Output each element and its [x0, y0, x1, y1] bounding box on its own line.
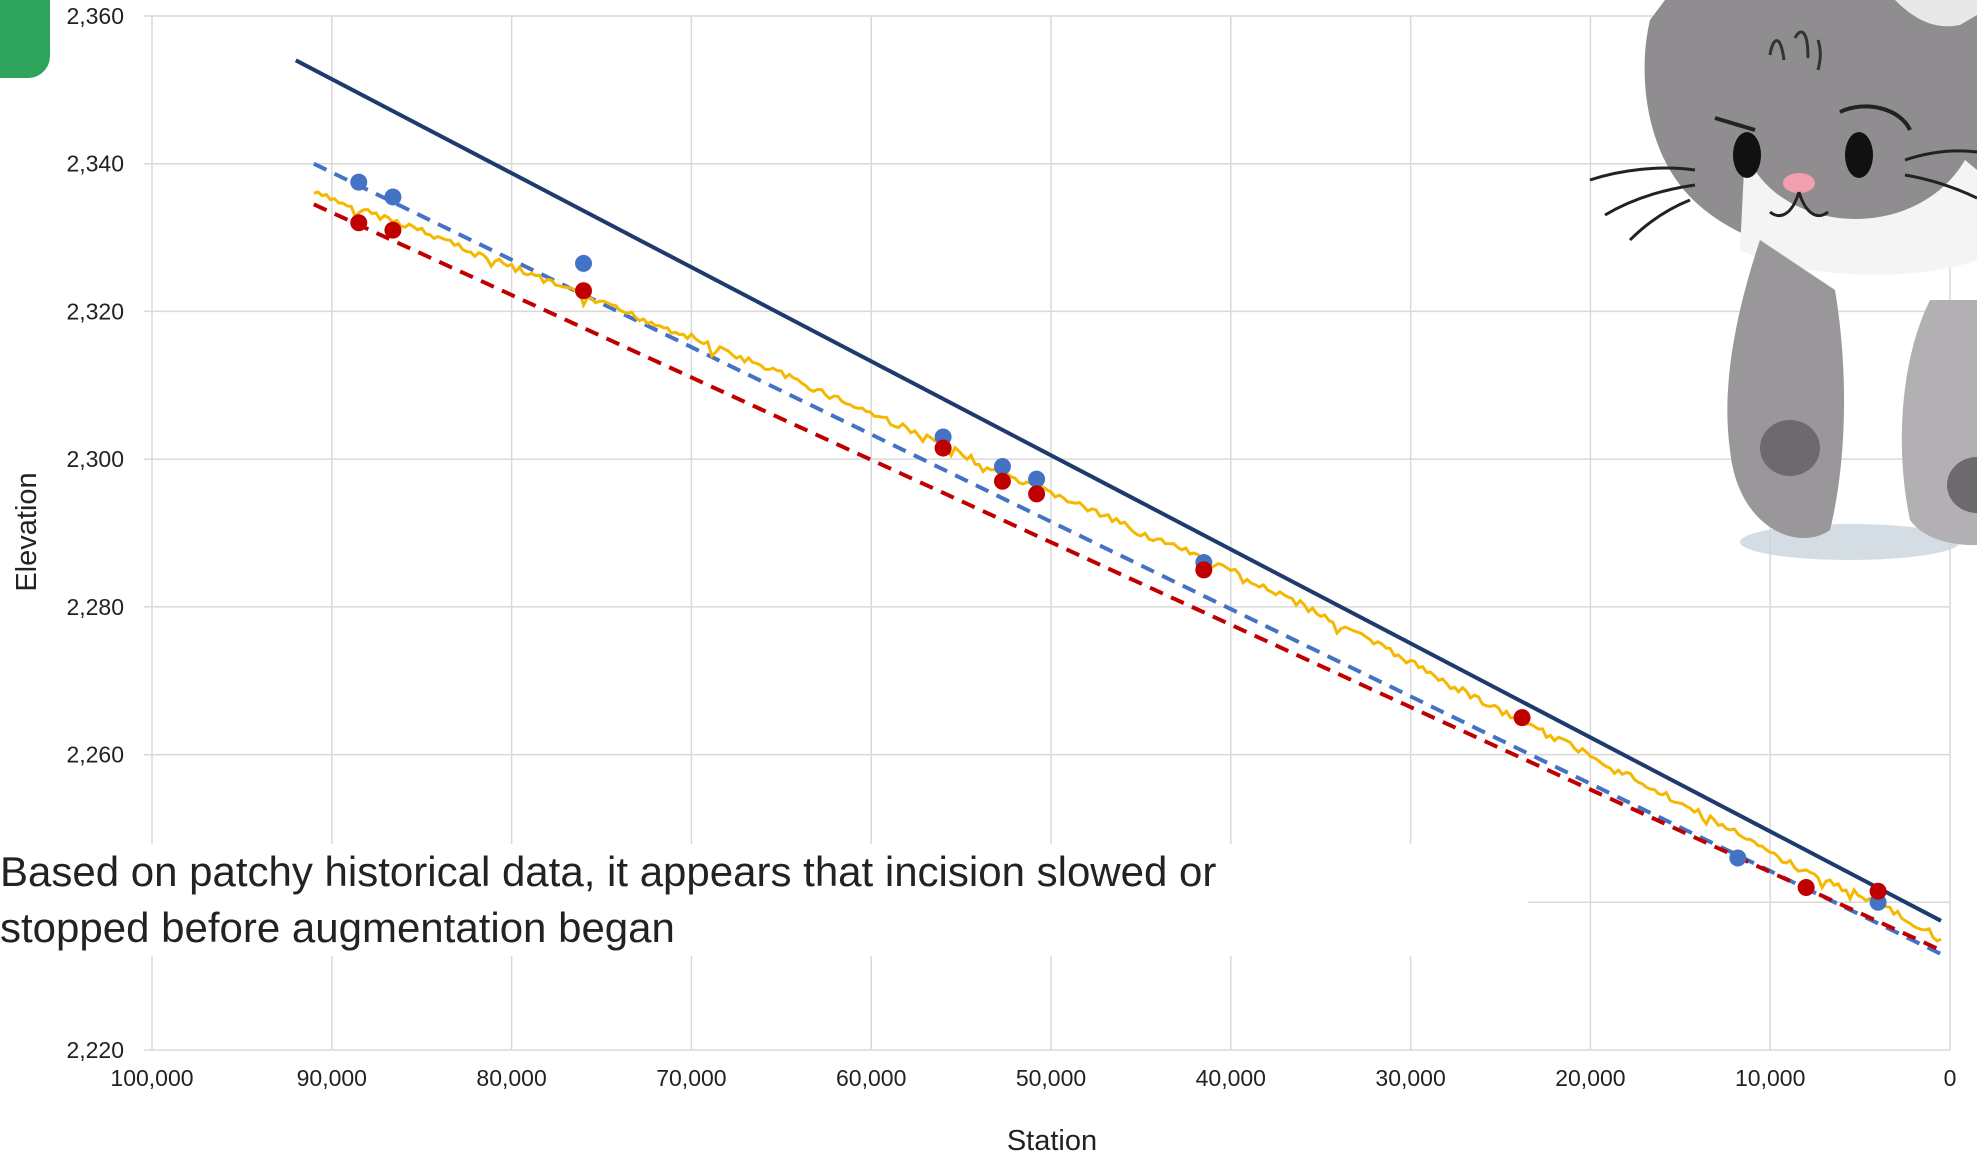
series-point-5 — [1195, 561, 1213, 579]
series-point-5 — [350, 214, 368, 232]
y-tick-label: 2,300 — [66, 446, 124, 472]
y-tick-label: 2,260 — [66, 742, 124, 768]
x-tick-label: 20,000 — [1555, 1065, 1625, 1091]
series-point-5 — [1513, 709, 1531, 727]
series-line-0 — [294, 58, 1942, 923]
y-tick-label: 2,340 — [66, 151, 124, 177]
x-tick-label: 60,000 — [836, 1065, 906, 1091]
series-point-4 — [993, 458, 1011, 476]
y-tick-label: 2,320 — [66, 298, 124, 324]
x-tick-label: 0 — [1944, 1065, 1957, 1091]
x-tick-label: 70,000 — [656, 1065, 726, 1091]
series-point-5 — [1797, 879, 1815, 897]
y-tick-label: 2,280 — [66, 594, 124, 620]
x-tick-label: 50,000 — [1016, 1065, 1086, 1091]
y-tick-label: 2,360 — [66, 3, 124, 29]
x-tick-label: 30,000 — [1375, 1065, 1445, 1091]
x-tick-label: 10,000 — [1735, 1065, 1805, 1091]
series-point-5 — [384, 221, 402, 239]
chart-tick-labels: 100,000 90,000 80,000 70,000 60,000 50,000 40,… — [66, 3, 1956, 1091]
series-point-4 — [384, 188, 402, 206]
corner-tab — [0, 0, 50, 78]
caption-line-2: stopped before augmentation began — [0, 904, 675, 951]
x-tick-label: 80,000 — [476, 1065, 546, 1091]
y-tick-label: 2,220 — [66, 1037, 124, 1063]
series-point-5 — [993, 472, 1011, 490]
series-line-3 — [313, 190, 1942, 943]
chart-annotation-caption: Based on patchy historical data, it appe… — [0, 844, 1528, 956]
series-point-5 — [1869, 882, 1887, 900]
series-point-4 — [1028, 470, 1046, 488]
x-tick-label: 40,000 — [1196, 1065, 1266, 1091]
series-line-2 — [312, 202, 1942, 953]
series-point-4 — [575, 254, 593, 272]
series-point-5 — [575, 282, 593, 300]
series-point-4 — [1729, 849, 1747, 867]
cat-sticker-icon — [1589, 0, 1977, 560]
x-tick-label: 90,000 — [297, 1065, 367, 1091]
series-line-1 — [312, 161, 1942, 956]
caption-line-1: Based on patchy historical data, it appe… — [0, 848, 1217, 895]
chart-series — [294, 58, 1942, 956]
series-point-5 — [1028, 485, 1046, 503]
series-point-4 — [350, 173, 368, 191]
x-tick-label: 100,000 — [110, 1065, 193, 1091]
x-axis-title: Station — [1007, 1125, 1097, 1157]
series-point-5 — [934, 439, 952, 457]
y-axis-title: Elevation — [11, 472, 43, 591]
